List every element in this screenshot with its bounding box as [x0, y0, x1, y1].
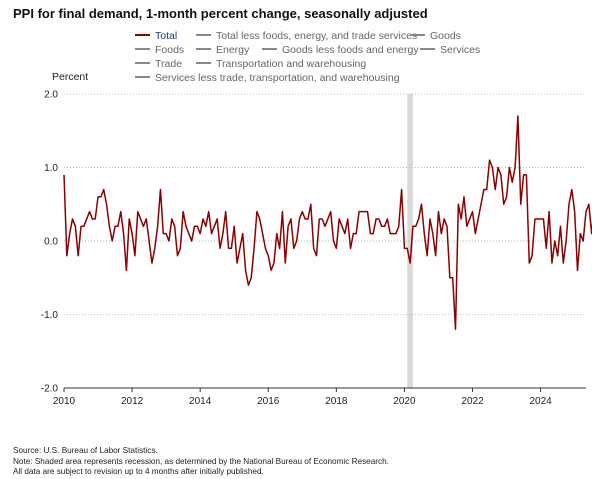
legend-swatch	[135, 48, 150, 51]
legend-swatch	[410, 34, 425, 37]
legend-swatch	[262, 48, 277, 51]
legend-item-foods[interactable]: Foods	[135, 44, 184, 56]
legend-item-energy[interactable]: Energy	[196, 44, 249, 56]
legend-item-trade[interactable]: Trade	[135, 58, 182, 70]
legend-item-services-less-trade[interactable]: Services less trade, transportation, and…	[135, 72, 400, 84]
x-tick-label: 2014	[189, 396, 212, 407]
legend-label: Goods	[430, 30, 461, 42]
x-tick-label: 2022	[461, 396, 484, 407]
legend: Total Total less foods, energy, and trad…	[0, 30, 592, 86]
x-tick-label: 2020	[393, 396, 416, 407]
line-chart: 2.0 1.0 0.0 -1.0 -2.0 Percent 2010 2012 2014 2016…	[41, 71, 592, 407]
legend-label: Services	[440, 44, 481, 56]
x-tick-label: 2010	[53, 396, 76, 407]
y-tick-label: 0.0	[44, 237, 58, 248]
legend-swatch	[196, 62, 211, 65]
legend-label: Trade	[155, 58, 183, 70]
y-tick-label: -1.0	[41, 310, 59, 321]
legend-item-total[interactable]: Total	[135, 30, 177, 42]
legend-label: Energy	[216, 44, 250, 56]
recession-note: Note: Shaded area represents recession, …	[13, 456, 389, 466]
x-tick-label: 2012	[121, 396, 144, 407]
legend-label: Transportation and warehousing	[216, 58, 367, 70]
y-axis-label: Percent	[52, 71, 88, 83]
legend-swatch	[420, 48, 435, 51]
legend-label: Goods less foods and energy	[282, 44, 419, 56]
legend-swatch	[196, 48, 211, 51]
series-line-total	[63, 115, 592, 330]
legend-label: Total	[155, 30, 178, 42]
chart-title: PPI for final demand, 1-month percent ch…	[13, 6, 428, 21]
legend-item-services[interactable]: Services	[420, 44, 480, 56]
x-tick-label: 2018	[325, 396, 348, 407]
source-note: Source: U.S. Bureau of Labor Statistics.	[13, 446, 158, 455]
legend-swatch	[135, 76, 150, 79]
legend-label: Foods	[155, 44, 185, 56]
footnotes: Source: U.S. Bureau of Labor Statistics.…	[13, 446, 389, 478]
legend-swatch	[196, 34, 211, 37]
legend-swatch	[135, 34, 150, 37]
x-tick-label: 2016	[257, 396, 280, 407]
legend-item-total-less-foods-energy-trade[interactable]: Total less foods, energy, and trade serv…	[196, 30, 417, 42]
revision-note: All data are subject to revision up to 4…	[13, 467, 264, 477]
legend-item-transportation-warehousing[interactable]: Transportation and warehousing	[196, 58, 366, 70]
y-tick-label: 1.0	[44, 163, 58, 174]
y-tick-label: 2.0	[44, 90, 58, 101]
legend-item-goods[interactable]: Goods	[410, 30, 461, 42]
legend-swatch	[135, 62, 150, 65]
y-tick-label: -2.0	[41, 384, 59, 395]
legend-label: Services less trade, transportation, and…	[155, 72, 400, 84]
legend-label: Total less foods, energy, and trade serv…	[216, 30, 418, 42]
recession-shading	[407, 94, 413, 388]
legend-item-goods-less-foods-energy[interactable]: Goods less foods and energy	[262, 44, 419, 56]
x-tick-label: 2024	[529, 396, 552, 407]
